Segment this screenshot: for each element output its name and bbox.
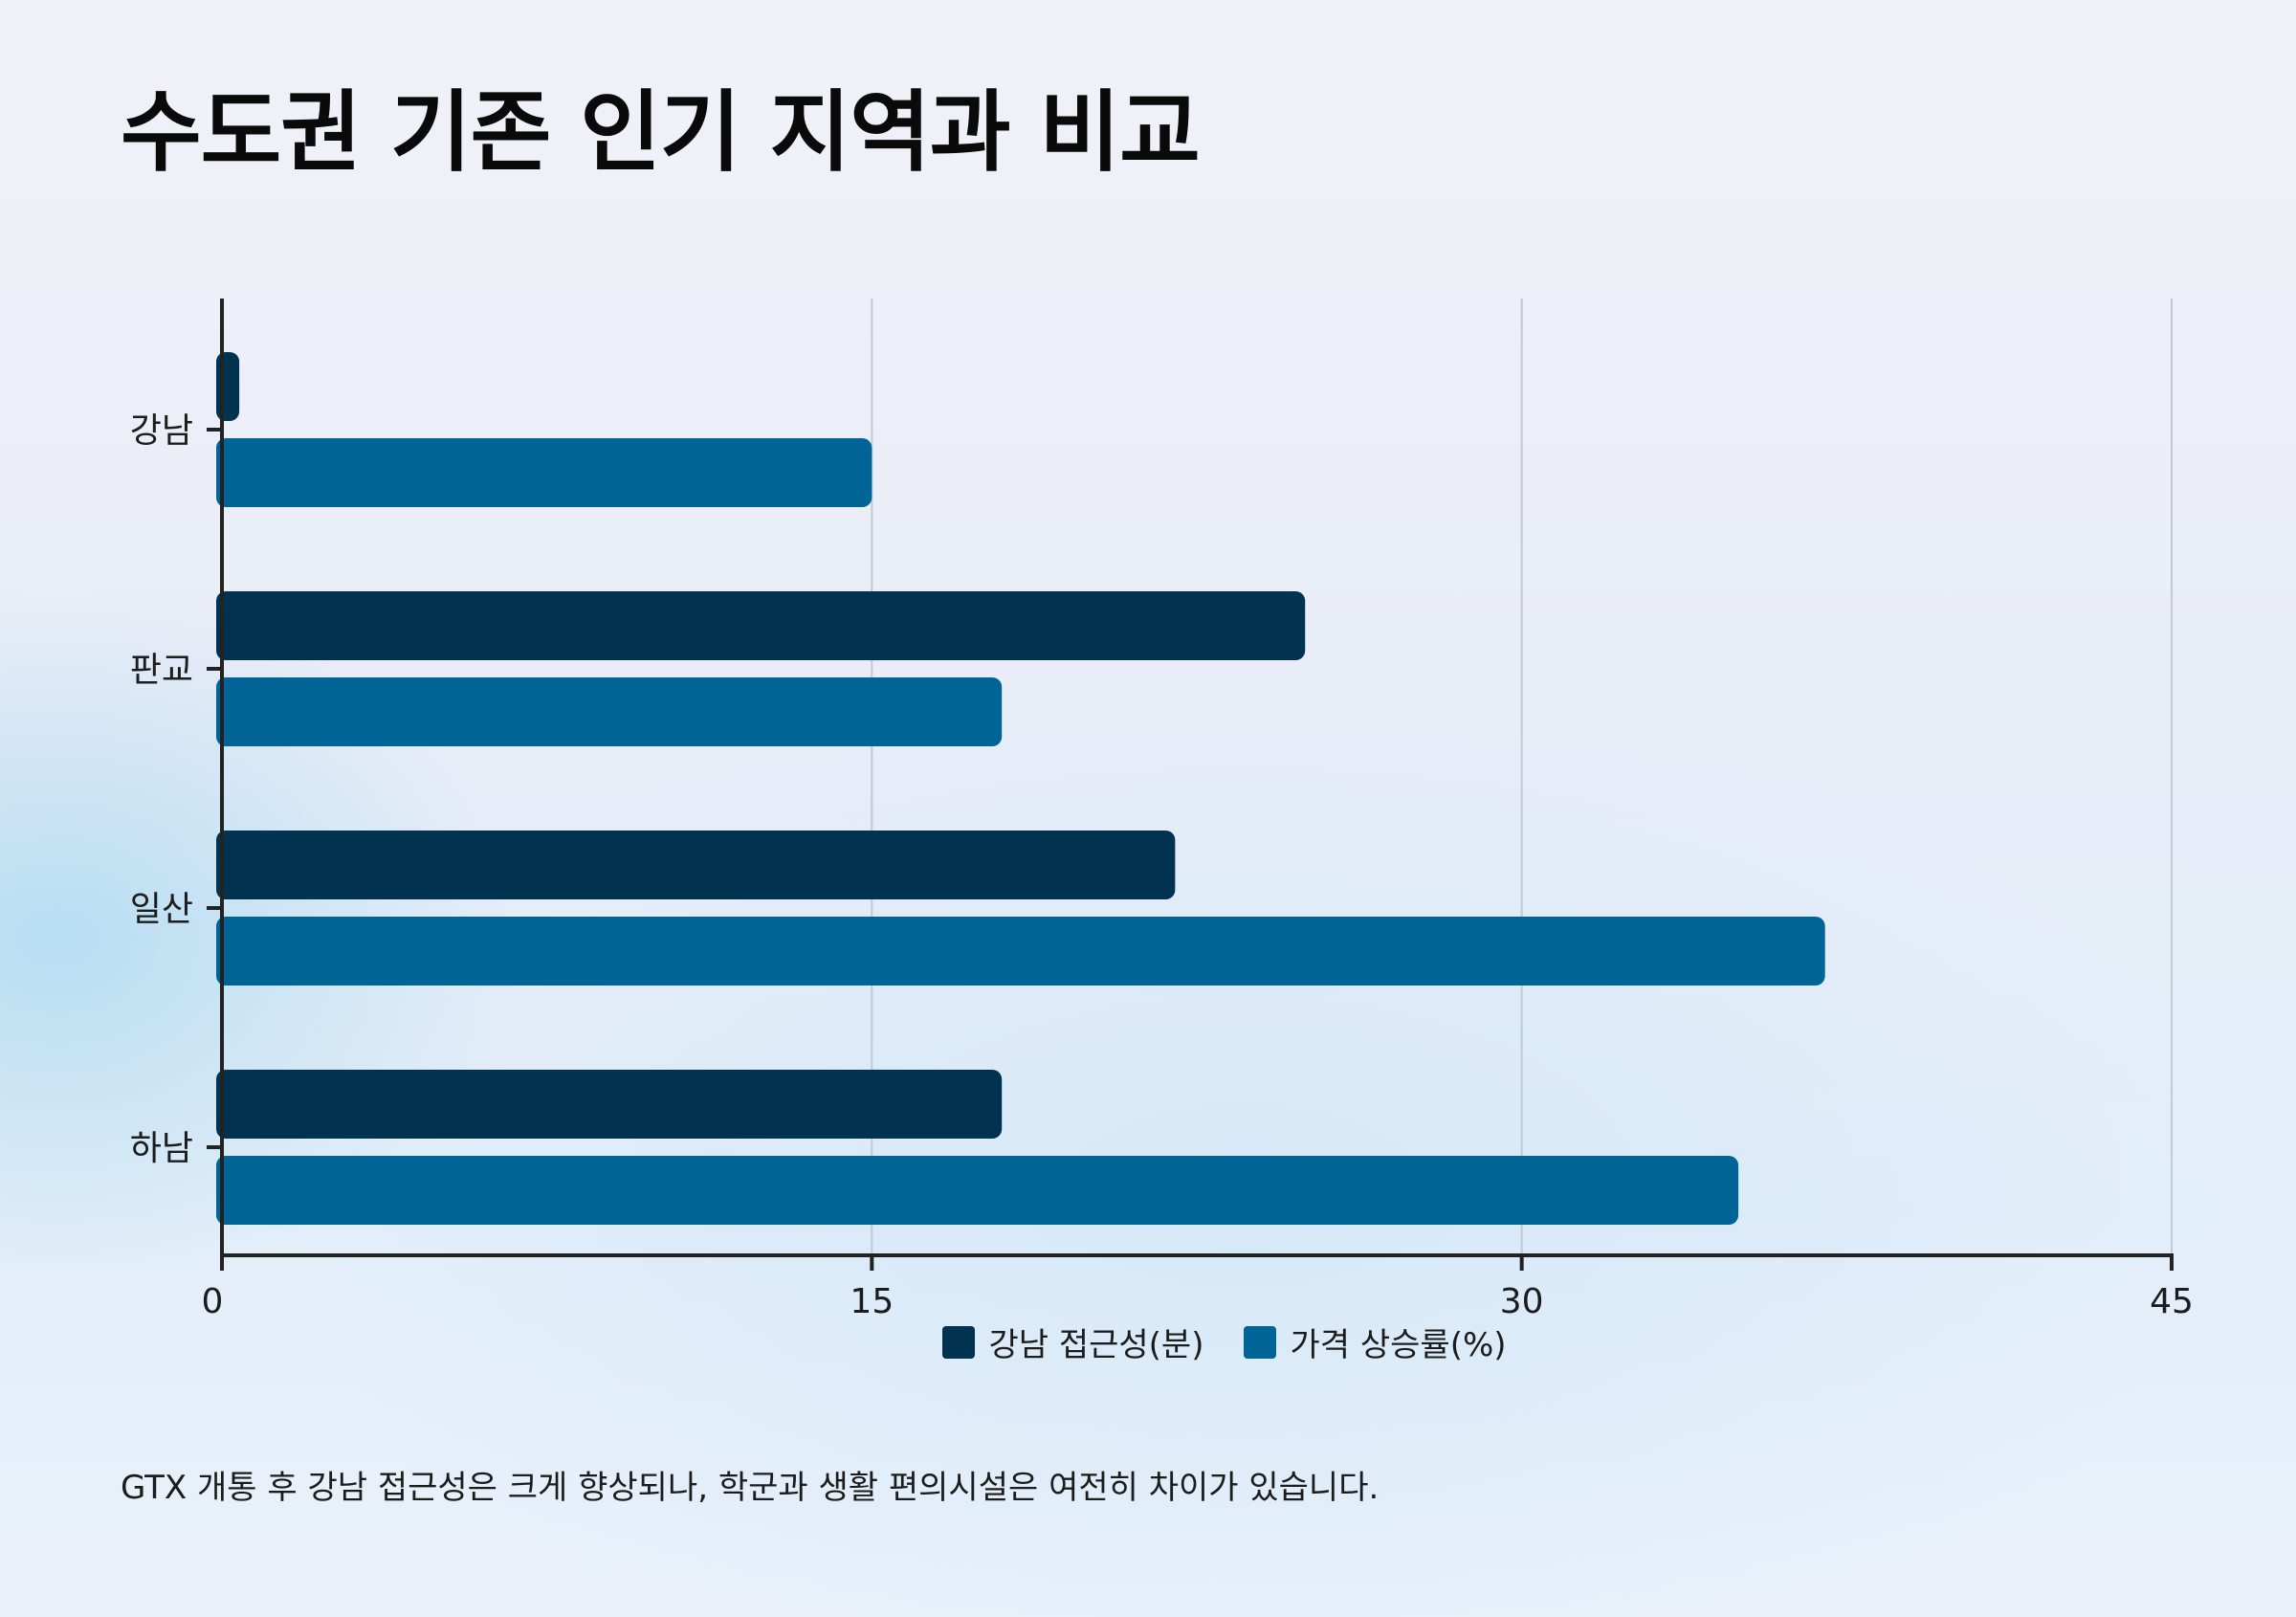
legend-item-access: 강남 접근성(분) [942, 1318, 1203, 1365]
bars [216, 352, 1825, 1225]
y-tick-label-판교: 판교 [130, 651, 193, 690]
axes [207, 299, 2174, 1271]
legend-swatch-access [942, 1325, 976, 1359]
grid-lines [871, 299, 2173, 1255]
legend-item-price: 가격 상승률(%) [1244, 1318, 1507, 1365]
x-tick-label-0: 0 [202, 1282, 224, 1321]
bar-판교-price [216, 677, 1003, 746]
x-tick-label-15: 15 [850, 1282, 894, 1321]
bar-강남-access [216, 352, 240, 421]
y-tick-label-강남: 강남 [130, 411, 193, 451]
legend-swatch-price [1244, 1325, 1277, 1359]
x-tick-label-30: 30 [1500, 1282, 1544, 1321]
legend: 강남 접근성(분) 가격 상승률(%) [0, 1318, 2296, 1365]
legend-label-access: 강남 접근성(분) [988, 1326, 1204, 1364]
bar-강남-price [216, 438, 872, 507]
legend-label-price: 가격 상승률(%) [1290, 1326, 1507, 1364]
y-tick-label-하남: 하남 [130, 1129, 193, 1168]
bar-하남-price [216, 1156, 1739, 1225]
y-tick-label-일산: 일산 [130, 890, 193, 929]
bar-하남-access [216, 1070, 1003, 1139]
chart-note: GTX 개통 후 강남 접근성은 크게 향상되나, 학군과 생활 편의시설은 여… [121, 1469, 1380, 1507]
x-tick-label-45: 45 [2150, 1282, 2194, 1321]
bar-판교-access [216, 591, 1306, 660]
bar-일산-access [216, 831, 1176, 899]
page-title: 수도권 기존 인기 지역과 비교 [121, 81, 1201, 184]
bar-일산-price [216, 917, 1825, 986]
